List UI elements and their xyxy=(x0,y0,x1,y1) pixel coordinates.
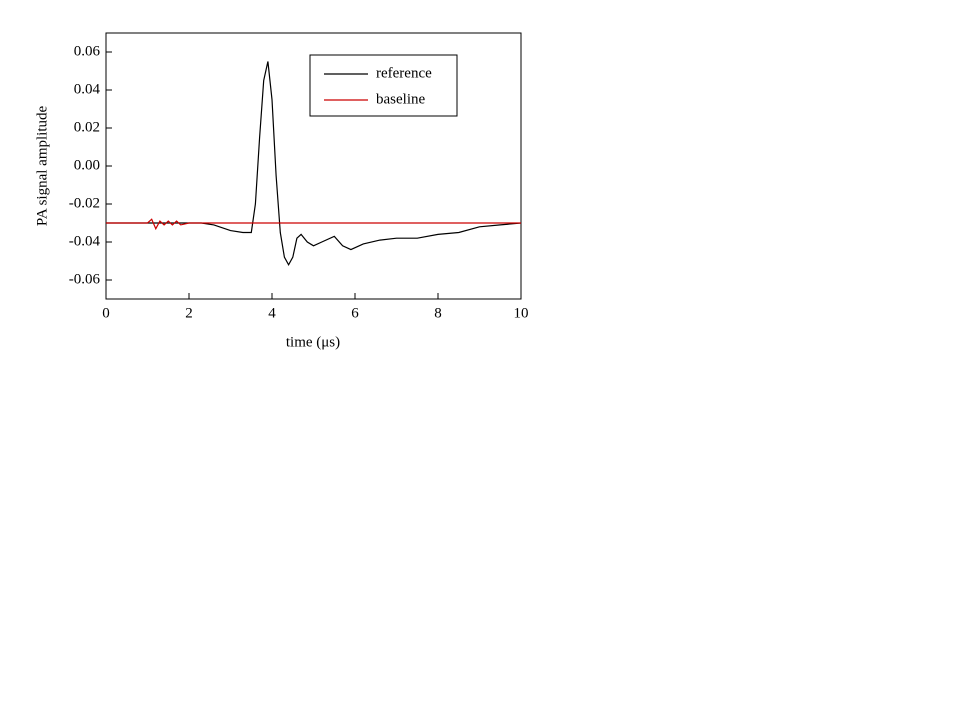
x-tick-label: 4 xyxy=(268,305,276,321)
data-line xyxy=(106,218,521,231)
x-tick-label: 0 xyxy=(102,305,110,321)
y-axis-label: PA signal amplitude xyxy=(34,106,50,227)
y-tick-label: 0.00 xyxy=(74,157,100,173)
x-tick-label: 8 xyxy=(434,305,442,321)
x-tick-label: 10 xyxy=(514,305,529,321)
y-tick-label: 0.04 xyxy=(74,81,101,97)
y-tick-label: -0.06 xyxy=(69,271,101,287)
data-line xyxy=(106,61,522,267)
y-tick-label: 0.02 xyxy=(74,119,100,135)
legend-box xyxy=(309,54,458,117)
legend-label: baseline xyxy=(376,91,425,107)
x-tick-label: 6 xyxy=(351,305,359,321)
x-tick-label: 2 xyxy=(185,305,193,321)
y-tick-label: -0.02 xyxy=(69,195,100,211)
y-tick-label: 0.06 xyxy=(74,43,101,59)
x-axis-label: time (μs) xyxy=(286,334,340,350)
y-tick-label: -0.04 xyxy=(69,233,101,249)
legend-label: reference xyxy=(376,65,432,81)
